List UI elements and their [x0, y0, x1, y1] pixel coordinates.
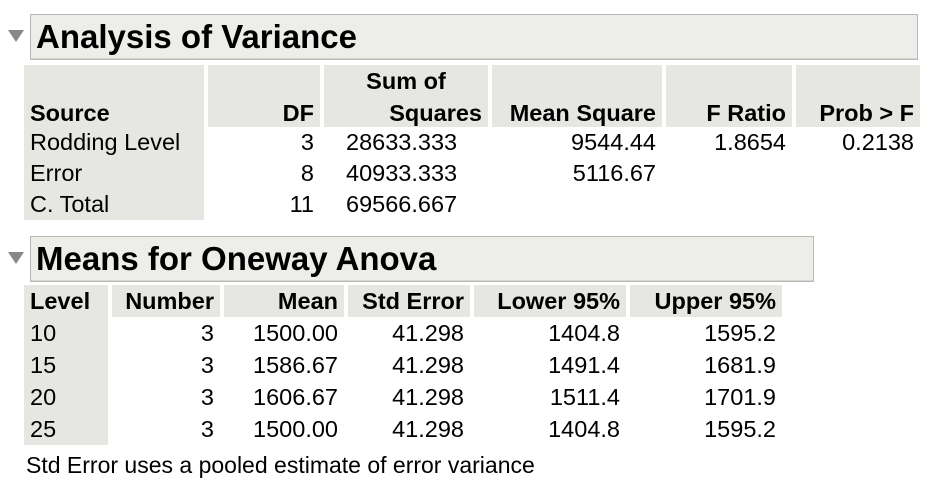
means-level: 20	[24, 381, 108, 413]
anova-p	[792, 158, 920, 189]
anova-header-ss-bottom: Squares	[320, 95, 488, 127]
table-row: Error 8 40933.333 5116.67	[24, 158, 920, 189]
anova-df: 3	[300, 129, 314, 155]
means-number: 3	[200, 415, 214, 442]
anova-header-blank2	[204, 65, 320, 95]
anova-ms: 9544.44	[571, 129, 656, 155]
table-row: Rodding Level 3 28633.333 9544.44 1.8654…	[24, 127, 920, 158]
anova-ms	[488, 189, 662, 220]
means-header-number: Number	[108, 285, 220, 317]
means-header-lower: Lower 95%	[470, 285, 626, 317]
anova-header-ss-top: Sum of	[320, 65, 488, 95]
means-header-upper: Upper 95%	[626, 285, 782, 317]
anova-header-p: Prob > F	[792, 95, 920, 127]
anova-table: Sum of Source DF Squares Mean Square F R…	[24, 65, 920, 220]
means-header-level: Level	[24, 285, 108, 317]
means-lower: 1491.4	[548, 351, 620, 378]
anova-f: 1.8654	[714, 129, 786, 155]
means-header-mean: Mean	[220, 285, 344, 317]
means-se: 41.298	[392, 383, 464, 410]
means-se: 41.298	[392, 415, 464, 442]
means-upper: 1681.9	[704, 351, 776, 378]
anova-f	[662, 189, 792, 220]
section-title-means[interactable]: Means for Oneway Anova	[30, 236, 814, 282]
means-se: 41.298	[392, 351, 464, 378]
anova-p	[792, 189, 920, 220]
means-table: Level Number Mean Std Error Lower 95% Up…	[24, 285, 782, 445]
means-number: 3	[200, 383, 214, 410]
table-row: 15 3 1586.67 41.298 1491.4 1681.9	[24, 349, 782, 381]
means-number: 3	[200, 351, 214, 378]
means-level: 25	[24, 413, 108, 445]
anova-header-f: F Ratio	[662, 95, 792, 127]
anova-ss: 40933.333	[346, 160, 458, 186]
means-mean: 1500.00	[253, 415, 338, 442]
means-upper: 1595.2	[704, 415, 776, 442]
table-row: 25 3 1500.00 41.298 1404.8 1595.2	[24, 413, 782, 445]
anova-source: Rodding Level	[24, 127, 204, 158]
means-level: 15	[24, 349, 108, 381]
anova-df: 8	[300, 160, 314, 186]
anova-header-blank4	[662, 65, 792, 95]
anova-ss: 28633.333	[346, 129, 458, 155]
means-header-se: Std Error	[344, 285, 470, 317]
anova-df: 11	[289, 191, 314, 217]
anova-header-blank1	[24, 65, 204, 95]
means-upper: 1701.9	[704, 383, 776, 410]
disclosure-triangle-icon[interactable]	[8, 30, 24, 42]
means-lower: 1404.8	[548, 319, 620, 346]
anova-f	[662, 158, 792, 189]
anova-header-blank5	[792, 65, 920, 95]
means-upper: 1595.2	[704, 319, 776, 346]
anova-header-source: Source	[24, 95, 204, 127]
anova-header-blank3	[488, 65, 662, 95]
means-mean: 1606.67	[253, 383, 338, 410]
anova-source: C. Total	[24, 189, 204, 220]
anova-ms: 5116.67	[572, 160, 656, 186]
section-title-anova[interactable]: Analysis of Variance	[30, 14, 918, 60]
table-row: C. Total 11 69566.667	[24, 189, 920, 220]
table-row: 20 3 1606.67 41.298 1511.4 1701.9	[24, 381, 782, 413]
means-level: 10	[24, 317, 108, 349]
means-lower: 1511.4	[549, 383, 620, 410]
anova-source: Error	[24, 158, 204, 189]
means-lower: 1404.8	[548, 415, 620, 442]
footnote: Std Error uses a pooled estimate of erro…	[26, 452, 535, 478]
anova-p: 0.2138	[842, 129, 914, 155]
anova-header-df: DF	[204, 95, 320, 127]
anova-header-ms: Mean Square	[488, 95, 662, 127]
means-mean: 1586.67	[253, 351, 338, 378]
table-row: 10 3 1500.00 41.298 1404.8 1595.2	[24, 317, 782, 349]
anova-ss: 69566.667	[346, 191, 458, 217]
means-number: 3	[200, 319, 214, 346]
means-se: 41.298	[392, 319, 464, 346]
disclosure-triangle-icon[interactable]	[8, 252, 24, 264]
means-mean: 1500.00	[253, 319, 338, 346]
